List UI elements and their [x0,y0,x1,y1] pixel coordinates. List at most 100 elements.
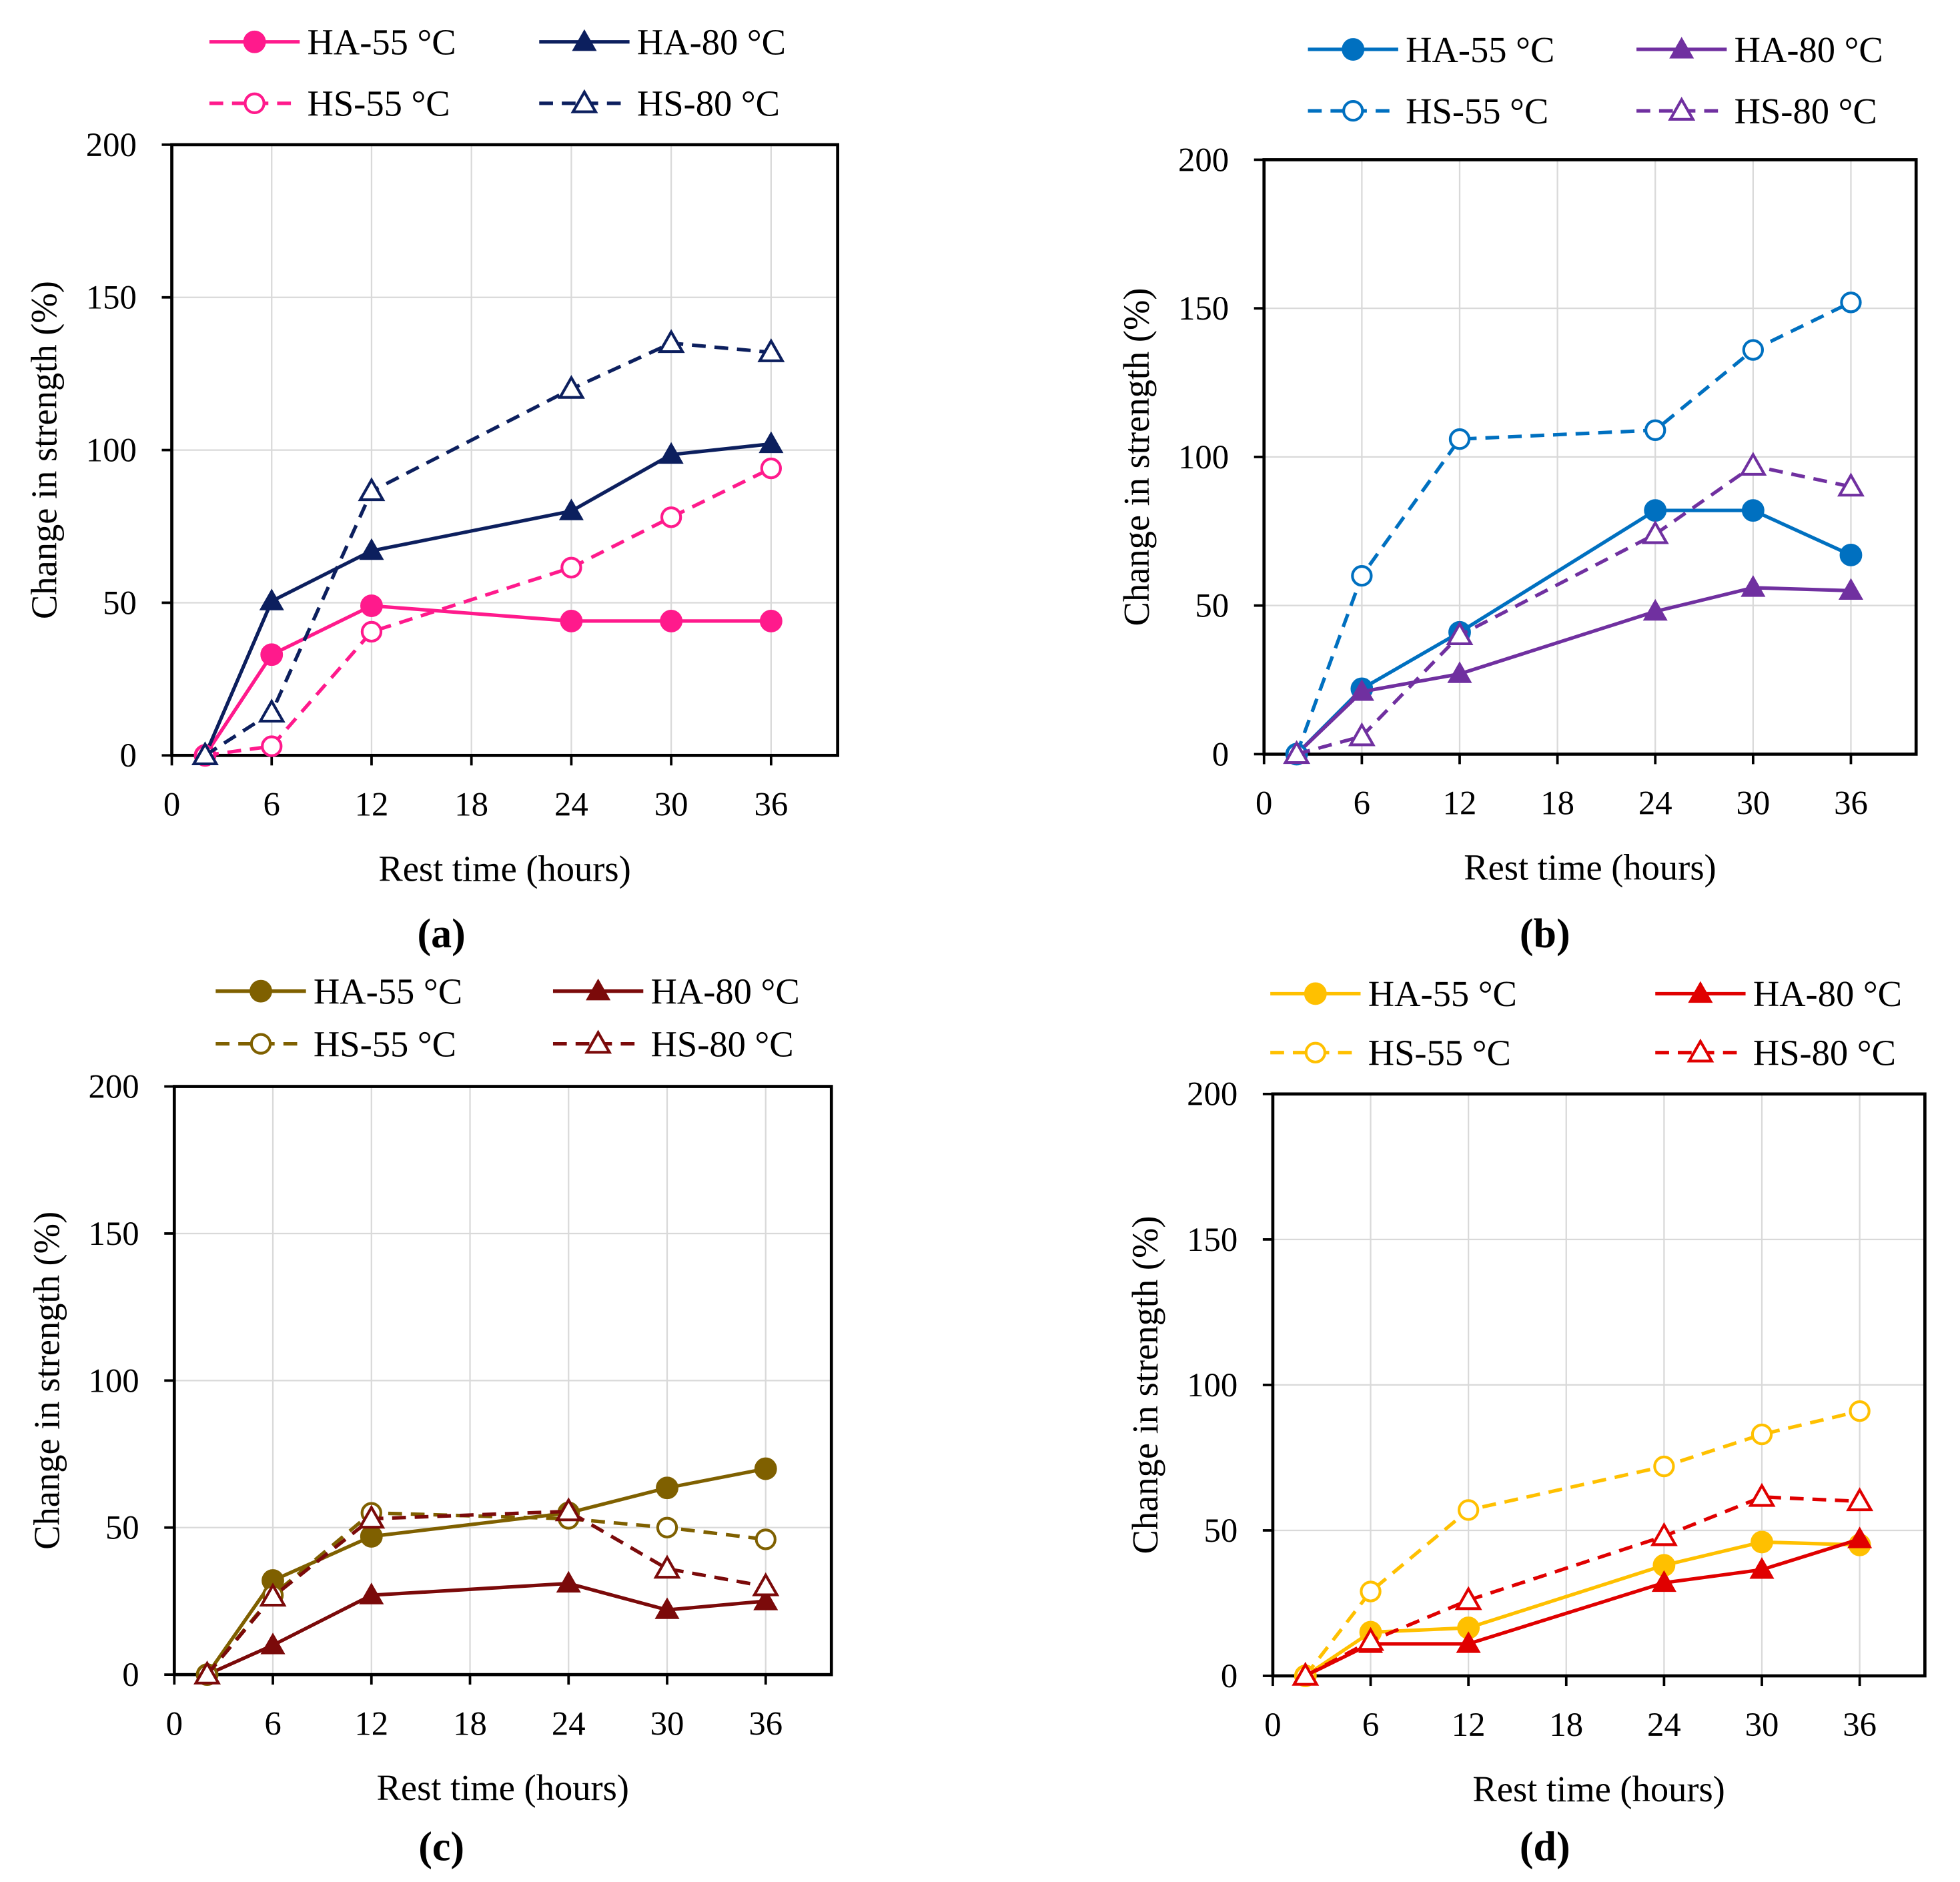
x-tick-label: 36 [1834,785,1868,822]
data-point [1348,722,1376,747]
plot-area-border [1262,158,1918,756]
legend-label: HA-80 °C [1735,29,1883,70]
data-point [193,1661,221,1685]
series-ha-80-c [1293,1526,1873,1685]
data-point [191,741,219,766]
data-point [1838,578,1864,600]
legend-item: HS-80 °C [552,1023,794,1064]
data-point [757,338,785,362]
y-tick-label: 150 [86,279,137,316]
y-axis-label: Change in strength (%) [1116,288,1157,626]
series-line [205,1511,767,1676]
x-tick-label: 36 [1843,1706,1877,1743]
y-tick-label: 50 [105,1509,139,1546]
series-hs-80-c [1283,452,1865,765]
panel-label: (d) [1520,1824,1570,1869]
data-point [754,1457,777,1480]
data-point [657,329,685,354]
y-tick-label: 200 [1187,1075,1238,1113]
legend-label: HA-55 °C [308,22,456,63]
legend-marker [1342,38,1365,61]
data-point [556,1570,581,1593]
legend-marker [1304,982,1327,1005]
data-point [1651,1570,1676,1592]
y-axis-label: Change in strength (%) [1125,1216,1165,1554]
y-tick-label: 0 [122,1656,139,1693]
legend-item: HS-80 °C [1636,91,1877,131]
x-tick-label: 18 [454,786,488,823]
legend-marker [586,978,611,1001]
y-tick-label: 50 [1204,1512,1238,1549]
series-hs-80-c [1292,1482,1874,1686]
series-hs-55-c [196,1502,777,1686]
series-ha-55-c [1285,499,1863,766]
data-point [1749,1557,1775,1579]
y-axis-label: Change in strength (%) [24,281,65,619]
data-point [1741,575,1766,597]
legend-marker [250,1033,272,1055]
y-tick-label: 150 [1178,290,1229,327]
x-tick-label: 36 [749,1705,783,1742]
data-point [1751,1530,1773,1554]
legend-item: HA-80 °C [552,971,800,1011]
series-line [1296,464,1852,756]
plot-area-border [172,1085,833,1677]
data-point [1739,452,1767,476]
legend-marker [572,29,597,51]
data-point [259,1582,287,1607]
chart-panel-d: 0 50 100 150 200 0 6 12 18 24 30 36 Rest time (hours… [1125,973,1927,1869]
y-tick-label: 100 [89,1362,139,1399]
legend-label: HS-80 °C [1753,1033,1896,1073]
data-point [358,477,386,502]
panel-label: (b) [1520,911,1570,957]
x-axis-label: Rest time (hours) [378,848,630,889]
data-point [1840,292,1862,314]
x-tick-label: 6 [264,786,280,823]
y-tick-label: 150 [89,1215,139,1252]
x-tick-label: 24 [1638,785,1672,822]
legend-label: HS-80 °C [637,83,780,124]
data-point [653,1554,681,1579]
y-tick-label: 150 [1187,1221,1238,1258]
legend-marker [1342,99,1364,122]
series-line [203,442,772,757]
data-point [1650,1522,1678,1546]
x-tick-label: 6 [1354,785,1370,822]
y-tick-label: 0 [1221,1657,1238,1695]
data-point [755,1528,777,1550]
legend-label: HA-80 °C [637,22,786,63]
data-point [1741,499,1765,522]
legend-marker [584,1029,612,1054]
data-point [1644,499,1667,522]
x-tick-label: 24 [554,786,588,823]
legend-item: HS-55 °C [1308,91,1548,131]
legend-label: HA-55 °C [1368,973,1517,1014]
series-line [205,1509,767,1676]
x-tick-label: 12 [1452,1706,1486,1743]
series-ha-55-c [195,1457,777,1687]
legend-marker [1686,1038,1714,1063]
series-line [205,1466,767,1676]
x-tick-label: 18 [1540,785,1574,822]
x-tick-label: 12 [355,786,389,823]
data-point [1751,1423,1773,1446]
legend-item: HS-55 °C [1270,1033,1511,1073]
series-line [1304,1495,1860,1678]
x-tick-label: 30 [1736,785,1770,822]
panel-label: (c) [418,1824,464,1869]
y-axis-label: Change in strength (%) [26,1212,67,1550]
legend-item: HS-80 °C [539,83,780,124]
data-point [360,594,383,617]
data-point [1849,1400,1871,1422]
data-point [660,609,683,632]
series-line [1304,1537,1861,1678]
x-axis-label: Rest time (hours) [1464,847,1716,887]
data-point [656,1476,678,1500]
series-line [1304,1409,1861,1677]
legend-label: HS-55 °C [1368,1033,1511,1073]
data-point [258,698,286,723]
series-line [1295,586,1851,756]
data-point [1644,419,1666,441]
x-axis-label: Rest time (hours) [377,1767,629,1808]
